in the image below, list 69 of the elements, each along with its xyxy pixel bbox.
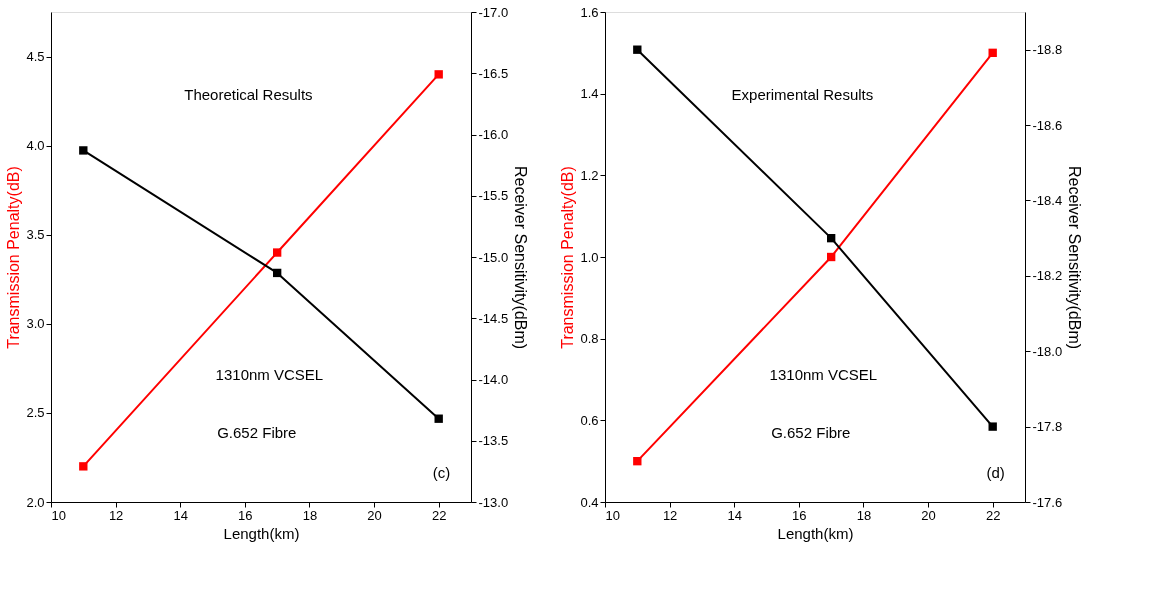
- y2-tick-label: -15.5: [478, 188, 509, 204]
- point: [79, 462, 88, 471]
- point: [79, 146, 88, 155]
- y2-tick-label: -18.2: [1032, 268, 1063, 284]
- y2-tick-label: -18.0: [1032, 343, 1063, 359]
- x-tick-label: 16: [238, 507, 253, 523]
- y2-tick-label: -16.0: [478, 127, 509, 142]
- y2-tick-label: -13.5: [478, 433, 509, 449]
- x-tick-label: 10: [605, 507, 620, 523]
- y-tick-label: 1.6: [580, 4, 599, 20]
- y2-axis-title: Receiver Sensitivity(dBm): [1066, 165, 1084, 350]
- y-tick-label: 2.0: [26, 494, 45, 510]
- point: [633, 45, 642, 54]
- annotation: 1310nm VCSEL: [769, 365, 878, 383]
- x-tick-label: 22: [985, 507, 1001, 523]
- x-tick-label: 12: [108, 507, 124, 523]
- x-tick-label: 10: [51, 507, 66, 523]
- annotation: G.652 Fibre: [217, 424, 297, 442]
- point: [272, 268, 282, 278]
- y-tick-label: 0.6: [580, 412, 599, 428]
- y-tick-label: 1.4: [580, 86, 599, 102]
- point: [272, 248, 282, 257]
- annotation: G.652 Fibre: [771, 424, 851, 442]
- y2-tick-label: -18.6: [1032, 117, 1063, 133]
- y-tick-label: 0.4: [580, 494, 599, 510]
- y2-tick-label: -14.5: [478, 310, 509, 326]
- point: [826, 252, 836, 262]
- y2-tick-label: -18.4: [1032, 192, 1063, 208]
- annotation: Theoretical Results: [184, 86, 313, 104]
- y2-tick-label: -17.0: [478, 4, 509, 20]
- y-axis-title: Transmission Penalty(dB): [5, 166, 23, 349]
- y2-tick-label: -17.8: [1032, 419, 1063, 435]
- annotation: (c): [432, 463, 451, 481]
- x-tick-label: 12: [662, 507, 678, 523]
- y-tick-label: 3.5: [26, 227, 45, 243]
- point: [988, 48, 997, 58]
- y-tick-label: 4.0: [26, 138, 45, 154]
- x-tick-label: 16: [792, 507, 807, 523]
- y2-tick-label: -14.0: [478, 372, 509, 387]
- x-axis-title: Length(km): [777, 524, 854, 542]
- x-tick-label: 18: [302, 507, 318, 523]
- x-tick-label: 14: [727, 507, 742, 523]
- y-tick-label: 2.5: [26, 405, 45, 421]
- x-tick-label: 20: [921, 507, 936, 523]
- point: [434, 414, 443, 423]
- point: [826, 233, 836, 243]
- annotation: Experimental Results: [731, 86, 874, 104]
- y2-axis-title: Receiver Sensitivity(dBm): [512, 165, 530, 350]
- y-tick-label: 1.2: [580, 167, 599, 183]
- y2-tick-label: -17.6: [1032, 494, 1063, 510]
- x-tick-label: 22: [431, 507, 447, 523]
- y-axis-title: Transmission Penalty(dB): [559, 166, 577, 349]
- x-tick-label: 20: [367, 507, 382, 523]
- point: [988, 422, 997, 431]
- y2-tick-label: -13.0: [478, 494, 509, 510]
- y2-tick-label: -15.0: [478, 249, 509, 265]
- y-tick-label: 1.0: [580, 249, 599, 265]
- point: [434, 70, 443, 79]
- y2-tick-label: -16.5: [478, 65, 509, 81]
- y2-tick-label: -18.8: [1032, 42, 1063, 58]
- y-tick-label: 0.8: [580, 331, 599, 347]
- annotation: 1310nm VCSEL: [215, 365, 324, 383]
- x-tick-label: 14: [173, 507, 188, 523]
- y-tick-label: 3.0: [26, 316, 45, 332]
- x-tick-label: 18: [856, 507, 872, 523]
- point: [633, 456, 642, 466]
- y-tick-label: 4.5: [26, 49, 45, 65]
- annotation: (d): [986, 463, 1005, 481]
- x-axis-title: Length(km): [223, 524, 300, 542]
